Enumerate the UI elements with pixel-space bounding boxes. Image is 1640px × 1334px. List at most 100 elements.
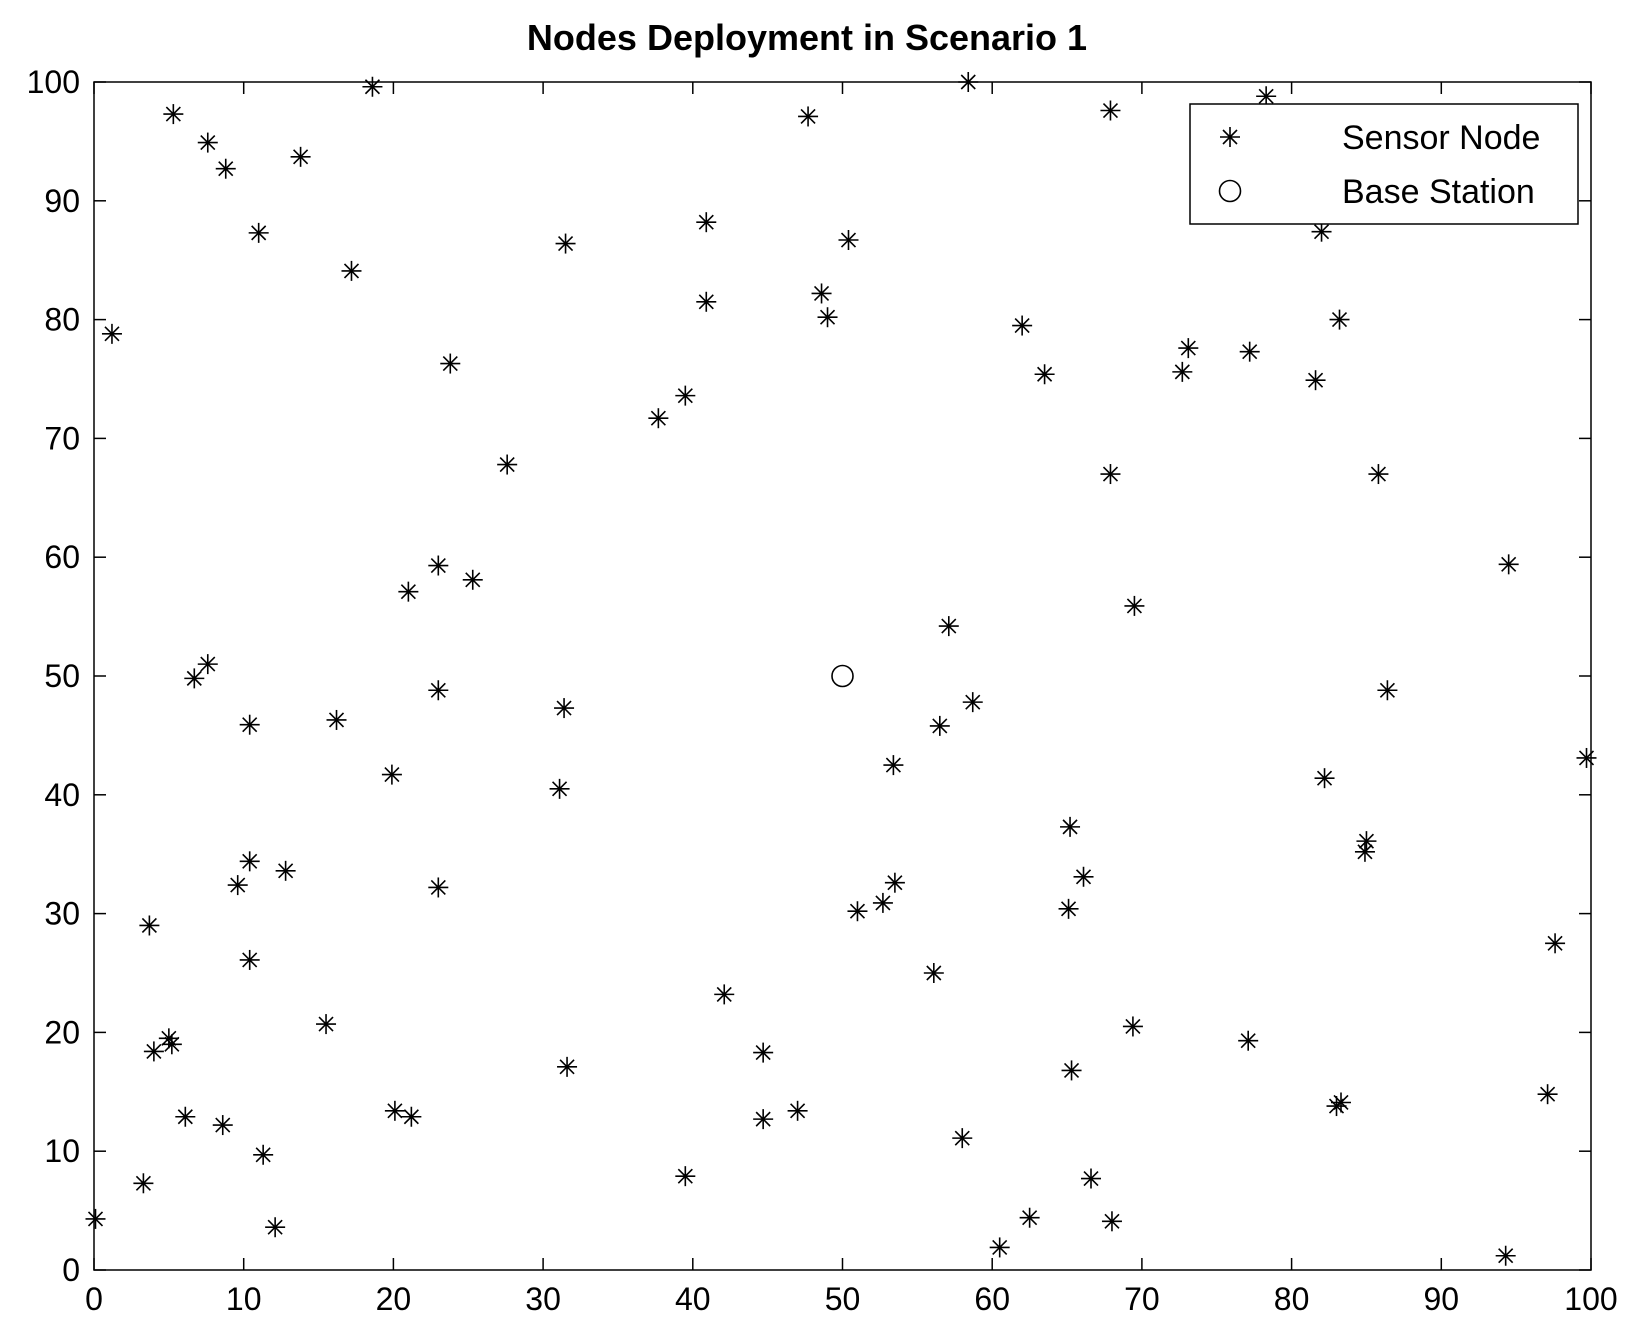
- chart-title: Nodes Deployment in Scenario 1: [527, 17, 1087, 58]
- sensor-node-point: [316, 1014, 337, 1035]
- sensor-node-point: [958, 72, 979, 92]
- sensor-node-point: [158, 1028, 179, 1049]
- sensor-node-point: [1256, 86, 1277, 107]
- x-tick-label: 50: [825, 1281, 861, 1317]
- sensor-node-point: [1061, 1060, 1082, 1081]
- sensor-node-point: [675, 1166, 696, 1187]
- x-tick-label: 100: [1564, 1281, 1617, 1317]
- legend-marker-sensor-node: [1220, 127, 1240, 147]
- sensor-node-point: [549, 778, 570, 799]
- sensor-node-point: [883, 755, 904, 776]
- x-tick-label: 20: [376, 1281, 412, 1317]
- y-tick-label: 70: [44, 420, 80, 456]
- sensor-node-point: [497, 454, 518, 475]
- sensor-node-point: [714, 984, 735, 1005]
- data-points: [85, 72, 1597, 1266]
- sensor-node-point: [398, 581, 419, 602]
- legend-marker-base-station: [1218, 179, 1242, 203]
- sensor-node-point: [290, 146, 311, 167]
- sensor-node-point: [929, 715, 950, 736]
- sensor-node-point: [1331, 1092, 1352, 1113]
- sensor-node-point: [197, 654, 218, 675]
- sensor-node-point: [212, 1115, 233, 1136]
- sensor-node-point: [989, 1237, 1010, 1258]
- sensor-node-point: [143, 1041, 164, 1062]
- sensor-node-point: [838, 230, 859, 251]
- y-tick-label: 100: [27, 64, 80, 100]
- sensor-node-point: [952, 1128, 973, 1149]
- sensor-node-point: [381, 764, 402, 785]
- y-tick-label: 0: [62, 1252, 80, 1288]
- sensor-node-point: [847, 901, 868, 922]
- sensor-node-point: [253, 1144, 274, 1165]
- sensor-node-point: [227, 875, 248, 896]
- sensor-node-point: [197, 132, 218, 153]
- sensor-node-point: [1100, 100, 1121, 121]
- sensor-node-point: [753, 1042, 774, 1063]
- y-tick-label: 20: [44, 1014, 80, 1050]
- legend-label-base-station: Base Station: [1342, 173, 1535, 211]
- sensor-node-point: [675, 385, 696, 406]
- sensor-node-point: [555, 233, 576, 254]
- legend-asterisk-icon: [1220, 127, 1240, 147]
- sensor-node-point: [1178, 338, 1199, 359]
- sensor-node-point: [175, 1106, 196, 1127]
- x-tick-label: 10: [226, 1281, 262, 1317]
- sensor-node-point: [440, 353, 461, 374]
- sensor-node-point: [1537, 1084, 1558, 1105]
- sensor-node-point: [872, 892, 893, 913]
- sensor-node-point: [787, 1100, 808, 1121]
- sensor-node-point: [341, 260, 362, 281]
- sensor-node-point: [215, 158, 236, 179]
- sensor-node-point: [1019, 1207, 1040, 1228]
- sensor-node-point: [101, 323, 122, 344]
- y-axis-tick-labels: 0 10 20 30 40 50 60 70 80 90 100: [27, 64, 80, 1288]
- sensor-node-point: [753, 1109, 774, 1130]
- sensor-node-point: [1305, 370, 1326, 391]
- sensor-node-point: [462, 569, 483, 590]
- sensor-node-point: [1498, 554, 1519, 575]
- sensor-node-point: [133, 1173, 154, 1194]
- sensor-node-point: [384, 1100, 405, 1121]
- sensor-node-point: [248, 222, 269, 243]
- y-tick-label: 40: [44, 777, 80, 813]
- legend: Sensor Node Base Station: [1189, 103, 1579, 225]
- sensor-node-point: [265, 1217, 286, 1238]
- x-tick-label: 80: [1274, 1281, 1310, 1317]
- sensor-node-point: [428, 555, 449, 576]
- sensor-node-point: [1377, 680, 1398, 701]
- sensor-node-point: [85, 1208, 106, 1229]
- plot-area: [93, 81, 1592, 1271]
- x-axis-tick-labels: 0 10 20 30 40 50 60 70 80 90 100: [85, 1281, 1618, 1317]
- sensor-node-point: [1329, 309, 1350, 330]
- sensor-node-point: [1368, 464, 1389, 485]
- sensor-node-point: [184, 668, 205, 689]
- sensor-node-point: [923, 963, 944, 983]
- sensor-node-point: [326, 709, 347, 730]
- x-tick-label: 0: [85, 1281, 103, 1317]
- sensor-node-point: [696, 212, 717, 233]
- sensor-node-point: [1060, 816, 1081, 837]
- x-tick-label: 60: [974, 1281, 1010, 1317]
- sensor-node-point: [1495, 1245, 1516, 1266]
- sensor-node-point: [1081, 1168, 1102, 1189]
- x-tick-label: 30: [525, 1281, 561, 1317]
- sensor-node-point: [1124, 595, 1145, 616]
- sensor-node-point: [938, 616, 959, 637]
- sensor-node-point: [1239, 341, 1260, 362]
- axis-ticks: [93, 81, 1592, 1271]
- y-tick-label: 80: [44, 302, 80, 338]
- x-tick-label: 40: [675, 1281, 711, 1317]
- sensor-node-point: [275, 860, 296, 881]
- sensor-node-point: [648, 408, 669, 429]
- sensor-node-point: [239, 714, 260, 735]
- sensor-node-point: [428, 680, 449, 701]
- y-tick-label: 50: [44, 658, 80, 694]
- y-tick-label: 10: [44, 1133, 80, 1169]
- x-tick-label: 90: [1424, 1281, 1460, 1317]
- legend-box: [1189, 103, 1579, 225]
- sensor-node-point: [239, 949, 260, 970]
- sensor-node-point: [696, 291, 717, 312]
- sensor-node-point: [1238, 1030, 1259, 1051]
